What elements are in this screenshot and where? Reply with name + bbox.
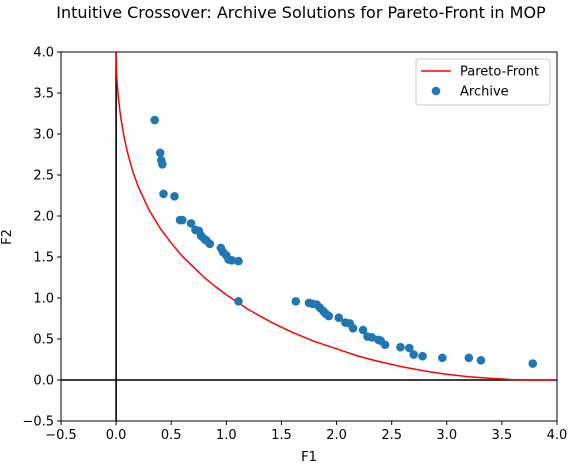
archive-point <box>177 215 187 225</box>
x-axis-title: F1 <box>301 450 317 465</box>
archive-point <box>186 219 196 228</box>
plot-area <box>61 51 557 421</box>
archive-point <box>348 324 358 333</box>
archive-point <box>159 189 168 199</box>
y-tick-label: 0.5 <box>33 333 54 348</box>
pareto-front-line <box>115 51 557 381</box>
legend-swatch-archive <box>431 86 441 96</box>
legend-label-archive: Archive <box>460 85 509 100</box>
archive-point <box>405 343 414 353</box>
x-tick-label: 1.0 <box>216 428 237 443</box>
legend-label-pareto-front: Pareto-Front <box>460 65 539 80</box>
archive-point <box>205 239 215 249</box>
y-tick-label: 4.0 <box>33 46 54 61</box>
y-tick-label: 0.0 <box>33 374 54 389</box>
y-tick-label: 2.0 <box>33 210 54 225</box>
archive-point <box>234 256 243 266</box>
legend: Pareto-Front Archive <box>415 58 551 106</box>
y-tick-label: 1.5 <box>33 251 54 266</box>
chart-title: Intuitive Crossover: Archive Solutions f… <box>56 3 546 22</box>
y-tick-label: 1.0 <box>33 292 54 307</box>
y-tick-label: 3.5 <box>33 87 54 102</box>
x-tick-label: 3.0 <box>436 428 457 443</box>
x-tick-label: 0.5 <box>161 428 182 443</box>
archive-point <box>334 313 344 322</box>
y-tick-label: −0.5 <box>22 415 54 430</box>
archive-point <box>476 356 486 365</box>
axes-frame <box>60 51 558 422</box>
archive-point <box>358 325 368 335</box>
archive-point <box>227 255 237 265</box>
archive-point <box>155 148 165 158</box>
archive-point <box>324 311 334 321</box>
archive-point <box>170 192 179 201</box>
x-tick-label: −0.5 <box>45 428 77 443</box>
archive-point <box>438 353 447 363</box>
x-tick-label: 3.5 <box>492 428 513 443</box>
archive-point <box>396 342 405 352</box>
x-tick-label: 4.0 <box>547 428 568 443</box>
archive-point <box>464 353 474 363</box>
archive-point <box>409 350 419 359</box>
archive-point <box>528 359 538 368</box>
x-tick-label: 0.0 <box>106 428 127 443</box>
archive-point <box>291 296 301 306</box>
archive-point <box>418 351 427 361</box>
archive-point <box>158 160 167 169</box>
archive-point <box>380 340 390 350</box>
y-tick-label: 2.5 <box>33 169 54 184</box>
archive-point <box>150 115 159 125</box>
archive-point <box>234 296 243 306</box>
x-tick-label: 2.0 <box>326 428 347 443</box>
y-axis-title: F2 <box>0 229 15 245</box>
axes: −0.5 0.0 0.5 1.0 1.5 2.0 2.5 3.0 3.5 4.0 −0.5 0.0 0.… <box>22 46 567 444</box>
x-tick-label: 2.5 <box>381 428 402 443</box>
y-tick-label: 3.0 <box>33 128 54 143</box>
archive-point <box>367 333 377 342</box>
x-tick-label: 1.5 <box>271 428 292 443</box>
